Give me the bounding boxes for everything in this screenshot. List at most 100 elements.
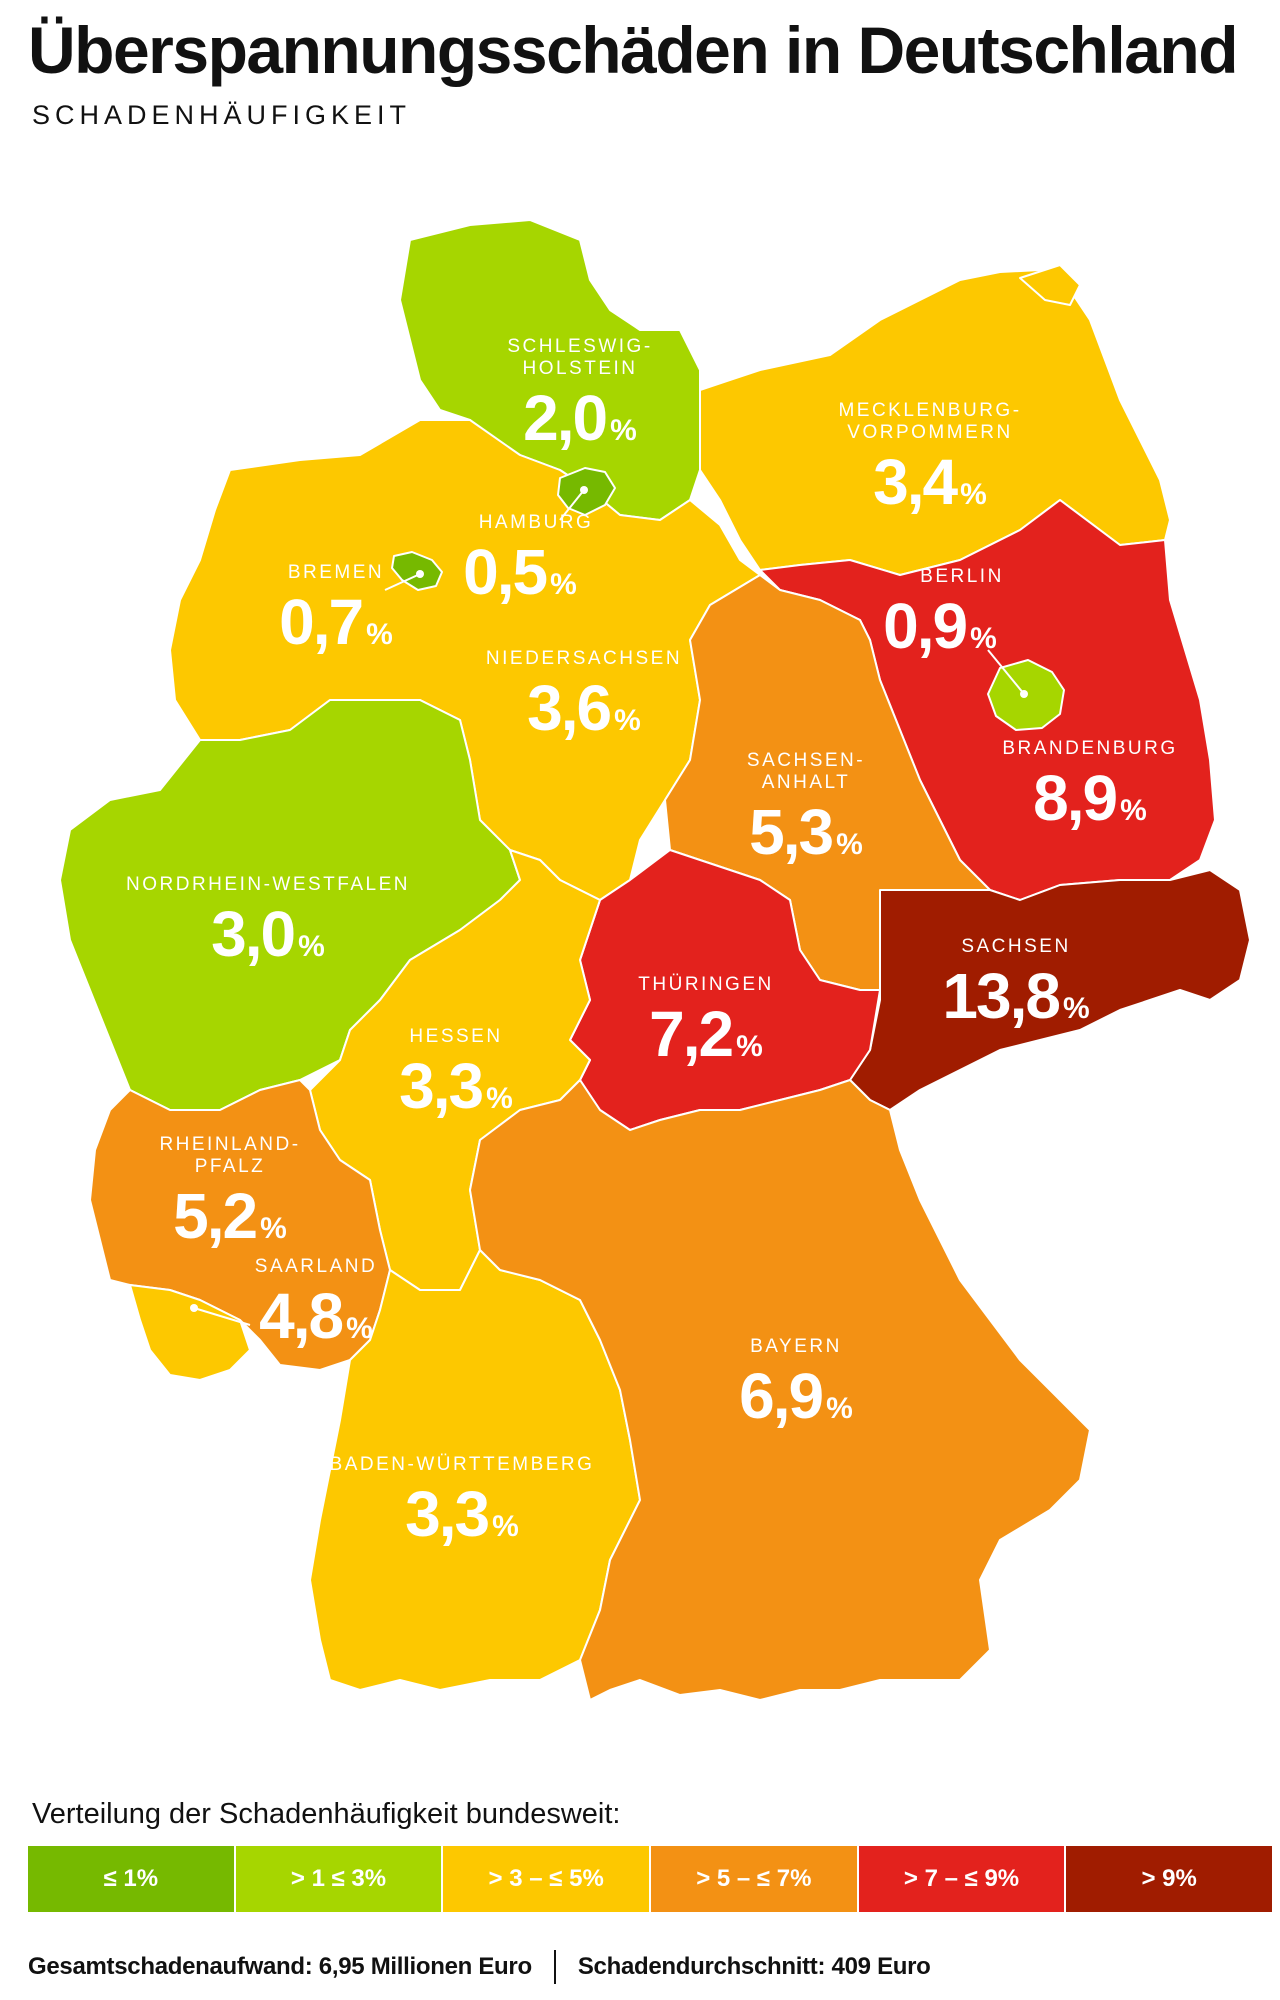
region-label-bayern: BAYERN 6,9% bbox=[739, 1336, 853, 1432]
legend-item: > 9% bbox=[1066, 1846, 1273, 1912]
region-value-unit: % bbox=[960, 478, 987, 511]
page-subtitle: SCHADENHÄUFIGKEIT bbox=[32, 100, 412, 130]
footer-total: Gesamtschadenaufwand: 6,95 Millionen Eur… bbox=[28, 1953, 532, 1980]
leader-dots bbox=[190, 486, 1028, 1312]
region-value: 5,2% bbox=[173, 1180, 287, 1252]
region-label-niedersachsen: NIEDERSACHSEN 3,6% bbox=[486, 648, 680, 744]
region-name: ANHALT bbox=[762, 772, 851, 793]
region-value-unit: % bbox=[970, 622, 997, 655]
legend-item: > 5 – ≤ 7% bbox=[651, 1846, 859, 1912]
region-name: SAARLAND bbox=[255, 1256, 377, 1277]
region-value-number: 6,9 bbox=[739, 1360, 822, 1432]
region-value: 3,6% bbox=[527, 672, 641, 744]
region-value: 0,9% bbox=[883, 590, 997, 662]
region-name: RHEINLAND- bbox=[159, 1134, 300, 1155]
region-shape-saarland[interactable] bbox=[129, 1284, 251, 1381]
leader-saarland bbox=[193, 1307, 251, 1326]
legend-item: > 7 – ≤ 9% bbox=[858, 1846, 1067, 1912]
region-name: MECKLENBURG- bbox=[838, 400, 1021, 421]
region-value-number: 0,5 bbox=[463, 536, 546, 608]
leader-berlin bbox=[987, 649, 1025, 695]
region-value-number: 8,9 bbox=[1033, 762, 1116, 834]
region-value: 2,0% bbox=[523, 382, 637, 454]
region-name: BADEN-WÜRTTEMBERG bbox=[330, 1454, 595, 1475]
region-name: HAMBURG bbox=[479, 512, 594, 533]
region-label-schleswig-holstein: SCHLESWIG-HOLSTEIN 2,0% bbox=[507, 336, 652, 454]
region-value: 4,8% bbox=[259, 1280, 373, 1352]
footer: Gesamtschadenaufwand: 6,95 Millionen Eur… bbox=[28, 1950, 931, 1984]
legend-item: > 1 ≤ 3% bbox=[235, 1846, 444, 1912]
region-value: 3,0% bbox=[211, 898, 325, 970]
region-label-sachsen-anhalt: SACHSEN-ANHALT 5,3% bbox=[747, 750, 865, 868]
region-value-unit: % bbox=[492, 1510, 519, 1543]
region-shape-bayern[interactable] bbox=[469, 1079, 1091, 1701]
region-value: 3,3% bbox=[405, 1478, 519, 1550]
region-value-number: 7,2 bbox=[649, 998, 732, 1070]
region-value-number: 3,6 bbox=[527, 672, 610, 744]
region-name: NORDRHEIN-WESTFALEN bbox=[126, 874, 410, 895]
region-value: 8,9% bbox=[1033, 762, 1147, 834]
region-value-number: 3,0 bbox=[211, 898, 294, 970]
region-value-unit: % bbox=[550, 568, 577, 601]
region-value-unit: % bbox=[736, 1030, 763, 1063]
legend: ≤ 1% > 1 ≤ 3% > 3 – ≤ 5% > 5 – ≤ 7% > 7 … bbox=[28, 1846, 1273, 1912]
region-name: SACHSEN- bbox=[747, 750, 865, 771]
region-value: 3,3% bbox=[399, 1050, 513, 1122]
region-name: HOLSTEIN bbox=[522, 358, 637, 379]
region-value: 7,2% bbox=[649, 998, 763, 1070]
region-value: 5,3% bbox=[749, 796, 863, 868]
region-value-number: 2,0 bbox=[523, 382, 606, 454]
region-value-unit: % bbox=[826, 1392, 853, 1425]
region-label-nordrhein-westfalen: NORDRHEIN-WESTFALEN 3,0% bbox=[126, 874, 410, 970]
legend-title: Verteilung der Schadenhäufigkeit bundesw… bbox=[32, 1798, 621, 1830]
dot-hamburg bbox=[580, 486, 588, 494]
region-value-number: 3,3 bbox=[405, 1478, 488, 1550]
region-value-number: 0,7 bbox=[279, 586, 362, 658]
region-value-number: 5,2 bbox=[173, 1180, 256, 1252]
leader-lines bbox=[193, 489, 1025, 1326]
region-label-hamburg: HAMBURG 0,5% bbox=[463, 512, 594, 608]
region-label-thueringen: THÜRINGEN 7,2% bbox=[638, 974, 773, 1070]
region-name: BREMEN bbox=[288, 562, 384, 583]
region-value-unit: % bbox=[486, 1082, 513, 1115]
leader-hamburg bbox=[559, 489, 585, 521]
region-name: PFALZ bbox=[195, 1156, 266, 1177]
region-value: 0,5% bbox=[463, 536, 577, 608]
region-name: THÜRINGEN bbox=[638, 974, 773, 995]
region-label-baden-wuerttemberg: BADEN-WÜRTTEMBERG 3,3% bbox=[330, 1454, 595, 1550]
region-label-berlin: BERLIN 0,9% bbox=[883, 566, 1004, 662]
region-label-rheinland-pfalz: RHEINLAND-PFALZ 5,2% bbox=[159, 1134, 300, 1252]
footer-average: Schadendurchschnitt: 409 Euro bbox=[577, 1953, 931, 1980]
region-name: HESSEN bbox=[409, 1026, 502, 1047]
page-title: Überspannungsschäden in Deutschland bbox=[28, 13, 1239, 87]
region-value-unit: % bbox=[610, 414, 637, 447]
region-label-sachsen: SACHSEN 13,8% bbox=[942, 936, 1089, 1032]
region-value: 13,8% bbox=[942, 960, 1089, 1032]
region-name: BERLIN bbox=[920, 566, 1004, 587]
region-name: SCHLESWIG- bbox=[507, 336, 652, 357]
region-value-number: 4,8 bbox=[259, 1280, 342, 1352]
dot-saarland bbox=[190, 1304, 198, 1312]
region-shape-ruegen bbox=[1019, 264, 1081, 306]
region-value: 6,9% bbox=[739, 1360, 853, 1432]
region-value: 0,7% bbox=[279, 586, 393, 658]
region-value-unit: % bbox=[836, 828, 863, 861]
region-name: SACHSEN bbox=[961, 936, 1070, 957]
region-value: 3,4% bbox=[873, 446, 987, 518]
region-value-unit: % bbox=[260, 1212, 287, 1245]
region-value-number: 5,3 bbox=[749, 796, 832, 868]
region-value-number: 3,3 bbox=[399, 1050, 482, 1122]
region-value-unit: % bbox=[1120, 794, 1147, 827]
region-value-unit: % bbox=[366, 618, 393, 651]
region-name: BRANDENBURG bbox=[1002, 738, 1177, 759]
region-label-mecklenburg-vorpommern: MECKLENBURG-VORPOMMERN 3,4% bbox=[838, 400, 1021, 518]
region-value-unit: % bbox=[1063, 992, 1090, 1025]
legend-item: ≤ 1% bbox=[28, 1846, 236, 1912]
dot-bremen bbox=[416, 570, 424, 578]
region-value-number: 3,4 bbox=[873, 446, 958, 518]
region-value-number: 13,8 bbox=[942, 960, 1059, 1032]
region-value-number: 0,9 bbox=[883, 590, 966, 662]
region-value-unit: % bbox=[614, 704, 641, 737]
region-label-bremen: BREMEN 0,7% bbox=[279, 562, 393, 658]
region-name: VORPOMMERN bbox=[847, 422, 1012, 443]
